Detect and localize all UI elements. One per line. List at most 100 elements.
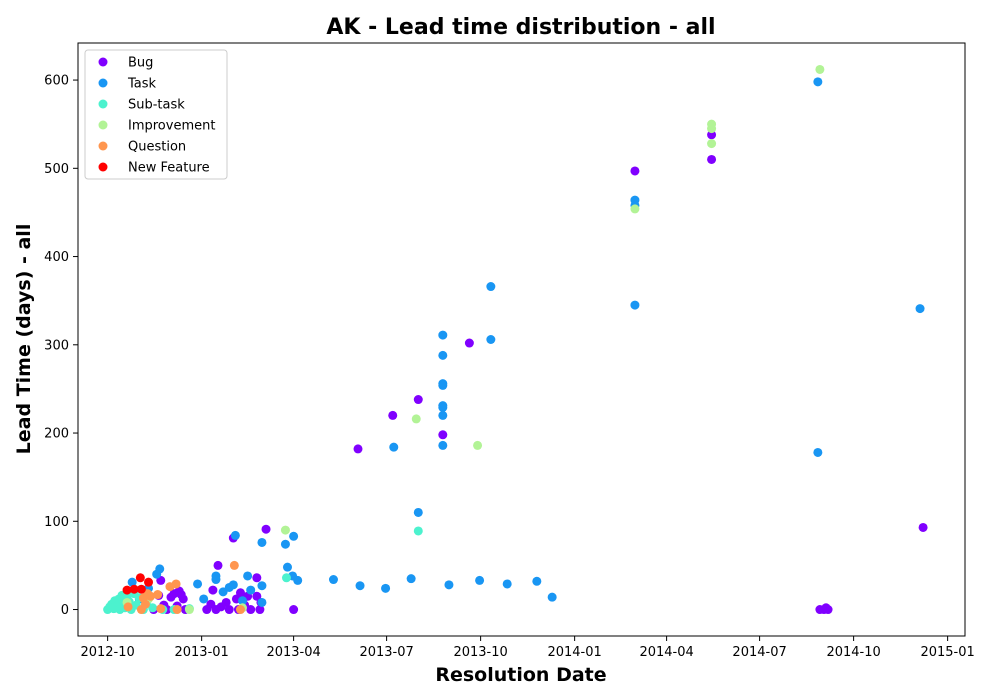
data-point: [438, 330, 448, 340]
data-point: [707, 154, 717, 164]
data-point: [127, 577, 137, 587]
legend-marker: [98, 162, 108, 172]
legend-label: Bug: [128, 56, 153, 71]
data-point: [171, 579, 181, 589]
data-point: [438, 430, 448, 440]
x-tick-label: 2014-01: [547, 645, 601, 660]
data-point: [221, 597, 231, 607]
y-tick-label: 300: [44, 338, 69, 353]
legend-marker: [98, 78, 108, 88]
x-tick-label: 2013-01: [174, 645, 228, 660]
y-tick-label: 500: [44, 162, 69, 177]
data-point: [328, 575, 338, 585]
data-point: [155, 564, 165, 574]
data-point: [235, 605, 245, 615]
data-point: [199, 594, 209, 604]
y-tick-label: 600: [44, 74, 69, 89]
data-point: [630, 204, 640, 214]
data-point: [246, 605, 256, 615]
legend-marker: [98, 99, 108, 109]
series-task: [127, 77, 925, 607]
legend-label: Task: [127, 77, 157, 92]
series-improvement: [122, 64, 825, 615]
data-point: [230, 530, 240, 540]
data-point: [813, 77, 823, 87]
data-point: [122, 585, 132, 595]
data-point: [915, 304, 925, 314]
data-point: [282, 562, 292, 572]
data-point: [502, 579, 512, 589]
data-point: [257, 597, 267, 607]
x-tick-label: 2013-04: [266, 645, 320, 660]
data-point: [229, 560, 239, 570]
data-point: [136, 584, 146, 594]
data-point: [473, 440, 483, 450]
legend-box: [84, 49, 228, 180]
data-point: [228, 580, 238, 590]
y-tick-label: 200: [44, 427, 69, 442]
y-axis-ticks: 0 100 200 300 400 500 600: [44, 74, 78, 618]
data-point: [172, 605, 182, 615]
data-point: [193, 579, 203, 589]
data-point: [438, 410, 448, 420]
data-point: [289, 531, 299, 541]
x-tick-label: 2015-01: [920, 645, 974, 660]
data-point: [707, 130, 717, 140]
data-point: [353, 444, 363, 454]
data-point: [381, 583, 391, 593]
legend-marker: [98, 141, 108, 151]
data-point: [438, 440, 448, 450]
data-point: [224, 605, 234, 615]
legend: Bug Task Sub-task Improvement Question New Fe…: [84, 49, 228, 180]
data-point: [178, 594, 188, 604]
data-point: [815, 64, 825, 74]
data-point: [213, 560, 223, 570]
data-point: [413, 526, 423, 536]
data-point: [486, 335, 496, 344]
data-point: [630, 166, 640, 176]
plot-frame: [77, 42, 966, 637]
legend-label: Improvement: [128, 119, 215, 134]
data-point: [707, 124, 717, 134]
data-point: [406, 574, 416, 584]
data-points: [103, 64, 928, 615]
data-point: [156, 604, 166, 614]
data-point: [246, 585, 256, 595]
data-point: [211, 575, 221, 585]
data-point: [184, 605, 194, 615]
data-point: [252, 573, 262, 583]
x-tick-label: 2014-10: [826, 645, 880, 660]
data-point: [389, 442, 399, 452]
data-point: [355, 581, 365, 591]
legend-marker: [98, 120, 108, 130]
data-point: [235, 588, 245, 598]
data-point: [257, 537, 267, 547]
x-tick-label: 2012-10: [80, 645, 134, 660]
data-point: [438, 350, 448, 360]
data-point: [813, 447, 823, 457]
x-tick-label: 2014-04: [639, 645, 693, 660]
data-point: [123, 602, 133, 612]
data-point: [289, 605, 299, 615]
data-point: [630, 300, 640, 310]
data-point: [238, 596, 248, 606]
data-point: [823, 605, 833, 615]
data-point: [280, 525, 290, 535]
y-axis-label: Lead Time (days) - all: [13, 224, 35, 455]
data-point: [438, 380, 448, 390]
data-point: [464, 338, 474, 348]
data-point: [146, 591, 156, 601]
data-point: [411, 414, 421, 424]
data-point: [135, 573, 145, 583]
data-point: [280, 539, 290, 549]
data-point: [918, 522, 928, 532]
legend-marker: [98, 57, 108, 67]
data-point: [281, 573, 291, 583]
x-tick-label: 2013-10: [453, 645, 507, 660]
data-point: [413, 507, 423, 517]
x-axis-label: Resolution Date: [435, 664, 606, 686]
data-point: [486, 282, 496, 292]
data-point: [243, 571, 253, 581]
x-axis-ticks: 2012-10 2013-01 2013-04 2013-07 2013-10 2014-…: [80, 636, 975, 660]
legend-label: Question: [128, 140, 186, 155]
